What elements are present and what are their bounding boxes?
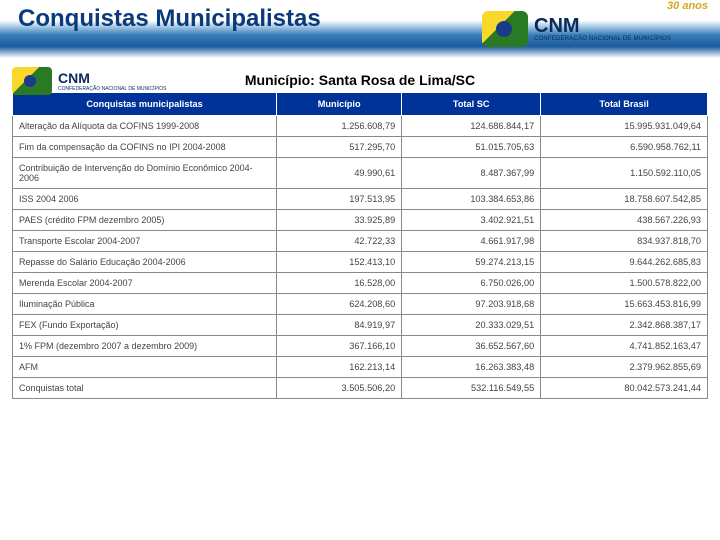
- row-label: Merenda Escolar 2004-2007: [13, 273, 277, 294]
- row-municipio: 624.208,60: [277, 294, 402, 315]
- row-label: PAES (crédito FPM dezembro 2005): [13, 210, 277, 231]
- brand-text: CNM CONFEDERAÇÃO NACIONAL DE MUNICÍPIOS: [534, 16, 671, 42]
- table-row: ISS 2004 2006197.513,95103.384.653,8618.…: [13, 189, 708, 210]
- row-label: ISS 2004 2006: [13, 189, 277, 210]
- row-sc: 532.116.549,55: [402, 378, 541, 399]
- row-brasil: 834.937.818,70: [541, 231, 708, 252]
- row-municipio: 162.213,14: [277, 357, 402, 378]
- row-brasil: 18.758.607.542,85: [541, 189, 708, 210]
- row-brasil: 1.150.592.110,05: [541, 158, 708, 189]
- row-brasil: 438.567.226,93: [541, 210, 708, 231]
- table-row: Repasse do Salário Educação 2004-2006152…: [13, 252, 708, 273]
- header-band: Conquistas Municipalistas CNM CONFEDERAÇ…: [0, 0, 720, 58]
- table-body: Alteração da Alíquota da COFINS 1999-200…: [13, 116, 708, 399]
- table-row: Transporte Escolar 2004-200742.722,334.6…: [13, 231, 708, 252]
- row-municipio: 517.295,70: [277, 137, 402, 158]
- row-label: 1% FPM (dezembro 2007 a dezembro 2009): [13, 336, 277, 357]
- table-row: 1% FPM (dezembro 2007 a dezembro 2009)36…: [13, 336, 708, 357]
- row-municipio: 1.256.608,79: [277, 116, 402, 137]
- row-label: Alteração da Alíquota da COFINS 1999-200…: [13, 116, 277, 137]
- row-municipio: 49.990,61: [277, 158, 402, 189]
- row-label: FEX (Fundo Exportação): [13, 315, 277, 336]
- row-municipio: 33.925,89: [277, 210, 402, 231]
- row-brasil: 15.995.931.049,64: [541, 116, 708, 137]
- brand-acronym: CNM: [534, 16, 671, 36]
- page-title: Conquistas Municipalistas: [18, 5, 321, 33]
- row-brasil: 4.741.852.163,47: [541, 336, 708, 357]
- row-municipio: 197.513,95: [277, 189, 402, 210]
- row-brasil: 80.042.573.241,44: [541, 378, 708, 399]
- table-row: PAES (crédito FPM dezembro 2005)33.925,8…: [13, 210, 708, 231]
- row-brasil: 2.342.868.387,17: [541, 315, 708, 336]
- table-row: Merenda Escolar 2004-200716.528,006.750.…: [13, 273, 708, 294]
- row-label: Contribuição de Intervenção do Domínio E…: [13, 158, 277, 189]
- table-row: Alteração da Alíquota da COFINS 1999-200…: [13, 116, 708, 137]
- row-label: Transporte Escolar 2004-2007: [13, 231, 277, 252]
- row-brasil: 9.644.262.685,83: [541, 252, 708, 273]
- row-label: Repasse do Salário Educação 2004-2006: [13, 252, 277, 273]
- col-header: Conquistas municipalistas: [13, 93, 277, 116]
- brand-fullname: CONFEDERAÇÃO NACIONAL DE MUNICÍPIOS: [534, 36, 671, 42]
- row-brasil: 6.590.958.762,11: [541, 137, 708, 158]
- conquistas-table: Conquistas municipalistas Município Tota…: [12, 92, 708, 399]
- table-row: FEX (Fundo Exportação)84.919,9720.333.02…: [13, 315, 708, 336]
- row-sc: 124.686.844,17: [402, 116, 541, 137]
- row-municipio: 367.166,10: [277, 336, 402, 357]
- row-municipio: 84.919,97: [277, 315, 402, 336]
- row-sc: 36.652.567,60: [402, 336, 541, 357]
- row-label: Conquistas total: [13, 378, 277, 399]
- brand-fullname-small: CONFEDERAÇÃO NACIONAL DE MUNICÍPIOS: [58, 86, 166, 92]
- row-label: Iluminação Pública: [13, 294, 277, 315]
- small-brand: CNM CONFEDERAÇÃO NACIONAL DE MUNICÍPIOS: [58, 70, 166, 92]
- row-brasil: 2.379.962.855,69: [541, 357, 708, 378]
- row-brasil: 1.500.578.822,00: [541, 273, 708, 294]
- col-header: Total SC: [402, 93, 541, 116]
- row-label: AFM: [13, 357, 277, 378]
- brand-logo: CNM CONFEDERAÇÃO NACIONAL DE MUNICÍPIOS …: [482, 2, 712, 56]
- brand-acronym-small: CNM: [58, 70, 166, 86]
- table-row: Iluminação Pública624.208,6097.203.918,6…: [13, 294, 708, 315]
- table-row: Contribuição de Intervenção do Domínio E…: [13, 158, 708, 189]
- table-row: AFM162.213,1416.263.383,482.379.962.855,…: [13, 357, 708, 378]
- row-municipio: 16.528,00: [277, 273, 402, 294]
- row-sc: 4.661.917,98: [402, 231, 541, 252]
- table-row: Conquistas total3.505.506,20532.116.549,…: [13, 378, 708, 399]
- anniversary-badge: 30 anos: [667, 0, 708, 12]
- row-sc: 20.333.029,51: [402, 315, 541, 336]
- row-brasil: 15.663.453.816,99: [541, 294, 708, 315]
- row-municipio: 152.413,10: [277, 252, 402, 273]
- row-sc: 103.384.653,86: [402, 189, 541, 210]
- row-sc: 51.015.705,63: [402, 137, 541, 158]
- row-sc: 59.274.213,15: [402, 252, 541, 273]
- col-header: Total Brasil: [541, 93, 708, 116]
- row-sc: 97.203.918,68: [402, 294, 541, 315]
- table-header-row: Conquistas municipalistas Município Tota…: [13, 93, 708, 116]
- row-sc: 16.263.383,48: [402, 357, 541, 378]
- row-sc: 6.750.026,00: [402, 273, 541, 294]
- row-sc: 3.402.921,51: [402, 210, 541, 231]
- row-municipio: 42.722,33: [277, 231, 402, 252]
- flag-icon: [12, 67, 52, 95]
- content-area: CNM CONFEDERAÇÃO NACIONAL DE MUNICÍPIOS …: [0, 58, 720, 399]
- table-row: Fim da compensação da COFINS no IPI 2004…: [13, 137, 708, 158]
- row-label: Fim da compensação da COFINS no IPI 2004…: [13, 137, 277, 158]
- row-municipio: 3.505.506,20: [277, 378, 402, 399]
- flag-icon: [482, 11, 528, 47]
- col-header: Município: [277, 93, 402, 116]
- row-sc: 8.487.367,99: [402, 158, 541, 189]
